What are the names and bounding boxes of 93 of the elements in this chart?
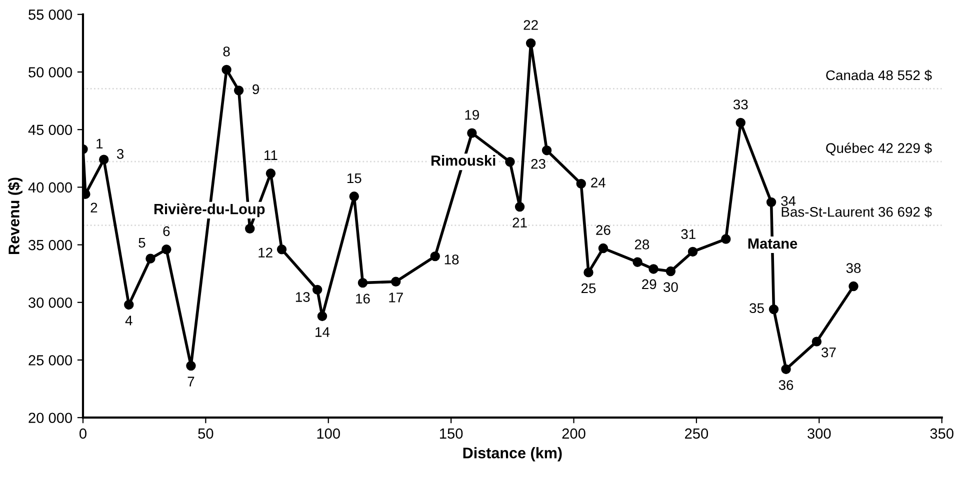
x-tick-label: 300 bbox=[808, 428, 831, 439]
y-tick-label: 25 000 bbox=[28, 355, 72, 366]
annotation: 28 bbox=[634, 240, 650, 250]
point bbox=[98, 154, 109, 164]
annotation: Rimouski bbox=[431, 155, 496, 166]
point bbox=[576, 178, 586, 189]
x-tick-label: 0 bbox=[80, 428, 86, 439]
annotation: 34 bbox=[781, 196, 796, 206]
point bbox=[768, 304, 779, 314]
x-tick-label: 50 bbox=[198, 428, 214, 439]
point bbox=[312, 284, 322, 295]
annotation: Matane bbox=[748, 238, 798, 249]
point bbox=[162, 244, 172, 254]
annotation: 24 bbox=[591, 178, 606, 188]
annotation: 33 bbox=[733, 100, 748, 110]
point bbox=[146, 254, 156, 264]
annotation: 15 bbox=[347, 173, 362, 184]
annotation: 11 bbox=[264, 150, 278, 160]
point bbox=[721, 234, 731, 244]
annotation: 1 bbox=[96, 138, 103, 148]
annotation: 38 bbox=[846, 263, 861, 273]
annotation: 13 bbox=[296, 292, 310, 302]
point bbox=[276, 244, 287, 254]
ref-line-label: Québec 42 229 $ bbox=[826, 142, 932, 156]
annotation: 30 bbox=[663, 282, 678, 292]
annotation: 14 bbox=[316, 327, 330, 337]
point bbox=[542, 145, 552, 156]
point bbox=[124, 300, 134, 310]
x-tick-label: 350 bbox=[930, 428, 954, 439]
annotation: 18 bbox=[444, 254, 459, 264]
y-tick-label: 20 000 bbox=[28, 412, 72, 424]
point bbox=[222, 64, 232, 75]
x-tick-label: 150 bbox=[440, 428, 463, 439]
point bbox=[390, 276, 401, 287]
annotation: 6 bbox=[163, 226, 170, 236]
annotation: 7 bbox=[188, 376, 194, 386]
y-tick-label: 30 000 bbox=[28, 298, 72, 308]
annotation: 21 bbox=[512, 218, 527, 228]
point bbox=[244, 224, 255, 234]
x-axis-title: Distance (km) bbox=[463, 447, 562, 462]
x-tick-label: 200 bbox=[562, 428, 586, 439]
annotation: 19 bbox=[465, 110, 479, 120]
y-tick-label: 45 000 bbox=[28, 124, 72, 136]
point bbox=[766, 197, 776, 208]
point bbox=[317, 311, 328, 322]
ref-line-label: Canada 48 552 $ bbox=[826, 70, 932, 82]
annotation: 2 bbox=[90, 202, 98, 212]
point bbox=[467, 128, 477, 138]
y-axis-title: Revenu ($) bbox=[8, 178, 22, 254]
annotation: 4 bbox=[125, 316, 132, 326]
annotation: 23 bbox=[531, 158, 546, 169]
point bbox=[526, 38, 536, 48]
ref-line-label: Bas-St-Laurent 36 692 $ bbox=[782, 206, 932, 218]
annotation: 31 bbox=[681, 229, 696, 240]
point bbox=[781, 364, 791, 374]
x-tick-label: 100 bbox=[317, 428, 340, 439]
x-tick-label: 250 bbox=[685, 428, 708, 439]
point bbox=[848, 281, 858, 292]
point bbox=[358, 278, 368, 288]
point bbox=[514, 202, 525, 212]
annotation: 17 bbox=[389, 292, 403, 302]
point bbox=[598, 243, 608, 254]
annotation: 37 bbox=[822, 347, 836, 358]
point bbox=[234, 86, 244, 96]
point bbox=[632, 257, 642, 267]
point bbox=[505, 156, 515, 167]
y-tick-label: 40 000 bbox=[28, 182, 72, 193]
annotation: 25 bbox=[581, 283, 596, 294]
point bbox=[584, 268, 594, 278]
annotation: 35 bbox=[750, 303, 764, 314]
point bbox=[186, 360, 196, 371]
annotation: 36 bbox=[778, 380, 794, 390]
annotation: Rivière-du-Loup bbox=[154, 203, 265, 218]
point bbox=[736, 118, 746, 128]
annotation: 22 bbox=[524, 20, 538, 30]
annotation: 9 bbox=[252, 84, 260, 94]
point bbox=[430, 251, 440, 262]
point bbox=[349, 192, 360, 202]
annotation: 8 bbox=[223, 46, 230, 56]
y-tick-label: 35 000 bbox=[28, 240, 72, 250]
point bbox=[812, 336, 822, 346]
y-tick-label: 55 000 bbox=[28, 10, 72, 20]
point bbox=[648, 264, 658, 274]
point bbox=[688, 246, 698, 257]
annotation: 29 bbox=[642, 279, 656, 290]
y-tick-label: 50 000 bbox=[28, 67, 72, 78]
annotation: 12 bbox=[258, 248, 272, 258]
point bbox=[266, 168, 276, 178]
annotation: 3 bbox=[116, 149, 124, 159]
annotation: 26 bbox=[596, 225, 610, 235]
point bbox=[666, 266, 676, 276]
annotation: 16 bbox=[356, 294, 370, 304]
annotation: 5 bbox=[138, 238, 146, 248]
